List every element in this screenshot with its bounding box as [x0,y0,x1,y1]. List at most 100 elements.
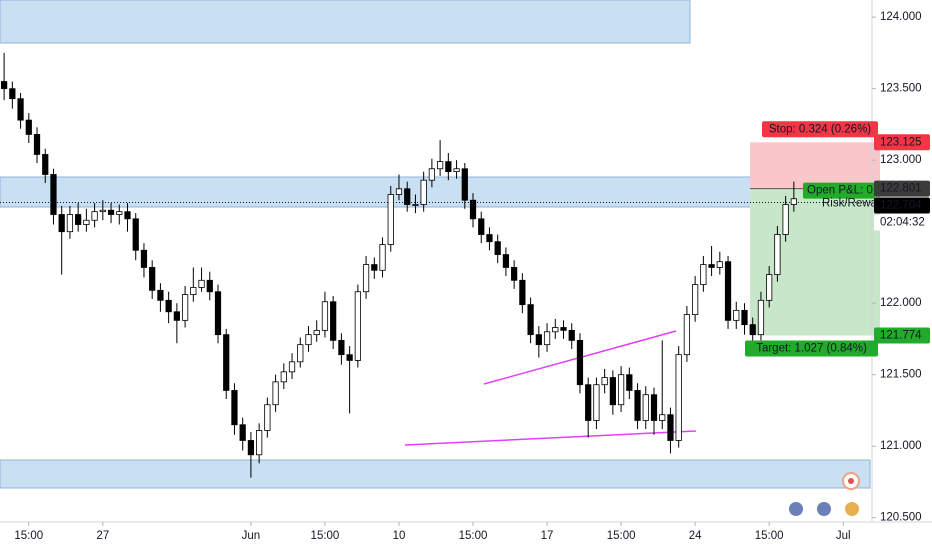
zone [0,459,871,489]
countdown: 02:04:32 [880,217,925,229]
candle-body [420,179,427,205]
candle-body [149,267,156,291]
candle-body [642,394,649,421]
candle-body [288,361,296,373]
candle-body [650,394,658,421]
x-tick-label: 10 [393,530,406,542]
candle-body [0,81,8,90]
candle-body [395,188,403,195]
y-tick-label: 121.000 [880,440,922,452]
candle-body [724,261,732,321]
candle-body [527,304,534,336]
candle-body [313,329,320,336]
pnl-label-box [803,182,875,199]
candle-body [124,211,131,220]
candle-body [708,264,715,268]
candle-body [247,440,255,456]
x-tick-label: Jul [836,530,851,542]
candle-body [502,254,510,268]
candle-body [436,161,444,170]
candle-body [58,214,65,233]
candle-body [354,291,361,361]
candle-body [214,291,222,336]
stop-price-box [874,134,930,151]
candle-body [17,98,24,121]
candle-body [404,188,411,205]
y-tick-label: 123.000 [880,154,922,166]
candle-body [782,204,789,235]
candle-body [33,134,41,155]
candle-body [362,264,370,293]
candle-body [634,390,641,421]
price-labels: Stop: 0.324 (0.26%) Target: 1.027 (0.84%)… [745,121,930,357]
current-price: 122.704 [880,200,922,212]
candle-body [330,301,337,341]
current-price-box [874,197,930,214]
candle-body [543,331,551,346]
x-tick-label: 27 [96,530,109,542]
candle-body [387,194,394,245]
candle-body [280,371,287,383]
pnl-label: Open P&L: 0 [807,185,873,197]
rr-label: Risk/Rewa [822,198,878,210]
candle-body [568,329,575,341]
target-label-box [745,340,878,357]
y-tick-label: 123.500 [880,83,922,95]
event-icon [845,502,859,516]
candle-body [231,390,238,426]
candle-body [766,274,773,301]
event-icons [789,472,860,516]
candle-body [560,327,567,331]
candle-body [256,430,263,456]
candle-body [140,249,148,268]
candle-body [535,334,542,346]
candle-body [107,209,115,215]
candle-body [461,168,468,201]
event-icon [817,502,831,516]
candle-body [75,214,82,225]
x-tick-label: 15:00 [459,530,488,542]
candle-body [272,381,279,406]
candle-body [700,264,707,285]
candle-body [198,279,205,288]
candle-body [675,354,682,441]
candle-body [659,414,666,421]
event-icon [789,502,803,516]
candle-body [774,234,781,275]
candle-body [511,267,518,281]
candle-body [790,198,797,205]
candle-body [379,244,386,271]
stop-label: Stop: 0.324 (0.26%) [769,123,871,135]
candle-body [9,88,16,100]
target-price: 121.774 [880,330,922,342]
candle-body [83,219,90,225]
trend-line [404,430,697,446]
candle-body [42,154,49,175]
x-tick-label: 24 [689,530,702,542]
candle-body [165,299,172,313]
axes: 120.500 121.000 121.500 122.000 123.000 123.5… [14,11,921,542]
candle-body [346,354,353,361]
position-tool [0,142,880,336]
candle-body [469,199,477,220]
candle-body [741,309,748,326]
candle-body [99,209,106,213]
x-tick-label: 17 [541,530,554,542]
candle-body [757,299,765,336]
target-zone [750,188,880,336]
candle-body [486,234,493,243]
x-tick-label: 15:00 [755,530,784,542]
candle-body [683,314,691,356]
candle-body [576,339,584,386]
zone [0,176,873,208]
candle-body [601,377,608,386]
candle-body [667,414,674,441]
candle-body [453,168,460,173]
candle-body [585,384,592,421]
candles [0,52,797,478]
candle-body [733,309,740,321]
entry-price: 122.801 [880,183,922,195]
candle-body [716,261,723,268]
zone [0,0,691,44]
